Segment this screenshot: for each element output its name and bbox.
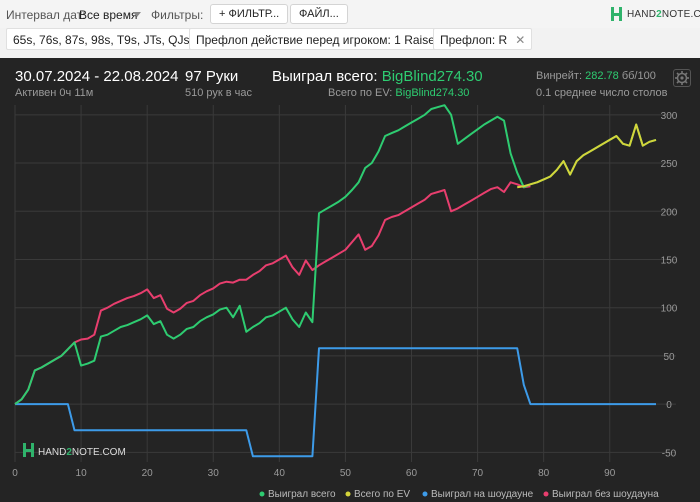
x-tick-label: 20 (142, 468, 154, 479)
ev-total-label: Всего по EV: (328, 87, 393, 99)
avg-tables: 0.1 среднее число столов (536, 87, 668, 99)
date-interval-select[interactable]: Все время (79, 8, 138, 22)
won-total-label: Выиграл всего: (272, 68, 378, 85)
y-tick-label: 250 (661, 159, 678, 170)
ev-total: Всего по EV: BigBlind274.30 (328, 87, 469, 99)
x-tick-label: 60 (406, 468, 418, 479)
filter-chips: 65s, 76s, 87s, 98s, T9s, JTs, QJs ✕ Префл… (0, 28, 700, 52)
date-range: 30.07.2024 - 22.08.2024 (15, 68, 179, 85)
ev-total-value: BigBlind274.30 (395, 87, 470, 99)
y-tick-label: 150 (661, 255, 678, 266)
y-tick-label: 100 (661, 304, 678, 315)
watermark-logo-icon (31, 443, 34, 457)
logo-text: HAND2NOTE.COM (627, 8, 700, 20)
series-line-2 (15, 347, 656, 458)
active-time: Активен 0ч 11м (15, 87, 94, 99)
app-logo: HAND2NOTE.COM (610, 6, 700, 22)
x-tick-label: 10 (76, 468, 88, 479)
legend-label: Выиграл всего (268, 489, 336, 500)
watermark-logo-icon (23, 443, 26, 457)
filter-chip-preflop-action[interactable]: Префлоп действие перед игроком: 1 Raise✕ (189, 28, 460, 50)
y-tick-label: -50 (662, 448, 677, 459)
y-tick-label: 200 (661, 207, 678, 218)
legend-label: Выиграл на шоудауне (431, 489, 534, 500)
winrate: Винрейт: 282.78 бб/100 (536, 70, 656, 82)
y-tick-label: 50 (663, 352, 675, 363)
file-button[interactable]: ФАЙЛ... (290, 4, 348, 24)
settings-gear-icon[interactable] (673, 69, 691, 87)
chart-series (14, 104, 657, 458)
x-tick-label: 0 (12, 468, 18, 479)
add-filter-button[interactable]: + ФИЛЬТР... (210, 4, 289, 24)
legend-label: Выиграл без шоудауна (552, 488, 659, 500)
winrate-unit: бб/100 (621, 70, 656, 82)
filter-chip-label: Префлоп действие перед игроком: 1 Raise (196, 33, 435, 47)
won-total: Выиграл всего: BigBlind274.30 (272, 68, 483, 85)
y-tick-label: 0 (666, 400, 672, 411)
hands-per-hour: 510 рук в час (185, 87, 253, 99)
legend-label: Всего по EV (354, 489, 410, 500)
y-tick-label: 300 (661, 111, 678, 122)
logo-mark-icon (610, 6, 624, 22)
series-line-1 (517, 123, 657, 189)
x-tick-label: 70 (472, 468, 484, 479)
hands-count: 97 Руки (185, 68, 239, 85)
watermark-logo-icon (25, 449, 32, 452)
chart-watermark: HAND2NOTE.COM (23, 443, 126, 458)
filter-chip-preflop[interactable]: Префлоп: R ✕ (433, 28, 533, 50)
legend-marker (422, 491, 428, 497)
x-tick-label: 90 (604, 468, 616, 479)
x-tick-label: 50 (340, 468, 352, 479)
x-tick-label: 40 (274, 468, 286, 479)
chevron-down-icon[interactable] (133, 12, 141, 17)
close-icon[interactable]: ✕ (515, 33, 526, 47)
x-tick-label: 30 (208, 468, 220, 479)
y-axis-ticks: -50 0 50 100 150 200 250 300 (661, 111, 678, 460)
filter-chip-label: 65s, 76s, 87s, 98s, T9s, JTs, QJs (13, 33, 190, 47)
x-tick-label: 80 (538, 468, 550, 479)
filters-label: Фильтры: (151, 8, 204, 22)
legend-marker (345, 491, 351, 497)
filter-chip-label: Префлоп: R (440, 33, 508, 47)
toolbar: Интервал дат: Все время Фильтры: + ФИЛЬТ… (0, 0, 700, 28)
won-total-value: BigBlind274.30 (381, 68, 483, 85)
winrate-label: Винрейт: (536, 70, 583, 82)
x-axis-ticks: 0 10 20 30 40 50 60 70 80 90 (12, 468, 616, 479)
chart-grid (14, 105, 676, 462)
chart-legend: Выиграл всего Всего по EV Выиграл на шоуда… (259, 488, 659, 500)
results-panel: 30.07.2024 - 22.08.2024 Активен 0ч 11м 9… (0, 58, 700, 502)
watermark-text: HAND2NOTE.COM (38, 447, 126, 458)
series-line-3 (14, 181, 531, 405)
date-interval-label: Интервал дат: (6, 8, 86, 22)
winrate-value: 282.78 (585, 70, 619, 82)
legend-marker (543, 491, 549, 497)
legend-marker (259, 491, 265, 497)
